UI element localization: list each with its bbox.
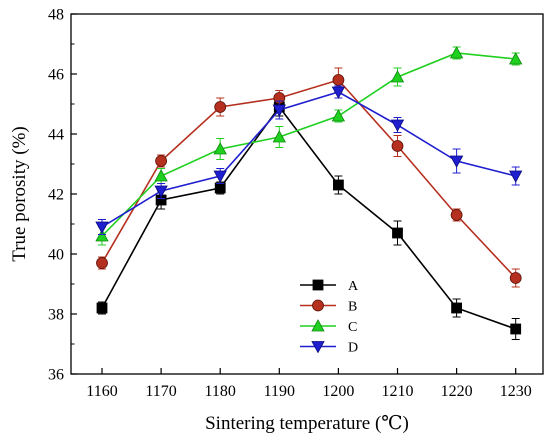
data-point [449,155,464,168]
y-tick-label: 48 [48,7,64,24]
y-tick-label: 46 [48,67,64,84]
legend-marker [311,341,325,354]
series-line [101,52,516,237]
legend-item-C: C [300,319,357,335]
x-tick-label: 1230 [500,383,532,400]
data-point [154,169,168,182]
x-tick-label: 1160 [86,383,117,400]
y-tick-label: 38 [48,307,64,324]
x-tick-label: 1210 [382,383,414,400]
x-axis-title: Sintering temperature (℃) [205,413,409,434]
x-tick-label: 1190 [264,383,295,400]
legend-marker [312,279,324,291]
x-tick-label: 1220 [441,383,473,400]
y-axis-title: True porosity (%) [9,126,30,261]
data-point [451,302,463,314]
series-C [95,46,523,246]
data-point [95,229,109,242]
data-point [509,170,523,183]
x-tick-label: 1180 [204,383,235,400]
data-point [213,170,227,183]
data-point [272,130,286,143]
data-point [154,185,168,198]
series-D [95,85,523,235]
series-line [101,79,517,279]
data-point [392,227,403,239]
data-point [96,302,108,314]
data-point [155,155,168,167]
data-point [509,52,523,65]
x-tick-label: 1200 [322,383,354,400]
legend-label: A [348,279,359,294]
data-point [332,74,345,86]
data-point [510,323,522,335]
data-point [272,104,286,117]
data-point [96,257,108,269]
legend-marker [311,319,325,332]
legend-label: C [348,320,357,335]
data-point [509,272,522,284]
legend-marker [312,299,324,312]
y-tick-label: 36 [48,367,64,384]
series-layer [95,46,523,340]
data-point [214,182,226,194]
data-point [450,209,463,221]
data-point [332,179,344,191]
y-tick-label: 44 [48,127,64,144]
series-line [101,91,516,228]
data-point [390,119,405,132]
data-point [331,109,346,122]
data-point [331,86,346,99]
data-point [213,142,227,155]
data-point [214,101,227,113]
y-tick-label: 42 [48,187,64,204]
series-line [101,105,516,330]
data-point [449,46,464,59]
y-axis-ticks: 36 38 40 42 44 46 48 [48,7,77,384]
data-point [95,221,109,234]
x-axis-ticks: 1160 1170 1180 1190 1200 1210 1220 1230 [86,368,532,400]
x-tick-label: 1170 [145,383,176,400]
legend-label: D [348,341,358,356]
data-point [391,140,404,152]
data-point [390,70,405,83]
legend-item-A: A [300,279,359,294]
legend-item-D: D [300,341,358,356]
plot-area [70,13,544,375]
legend-label: B [348,300,357,315]
y-tick-label: 40 [48,247,64,264]
legend-item-B: B [300,300,357,315]
